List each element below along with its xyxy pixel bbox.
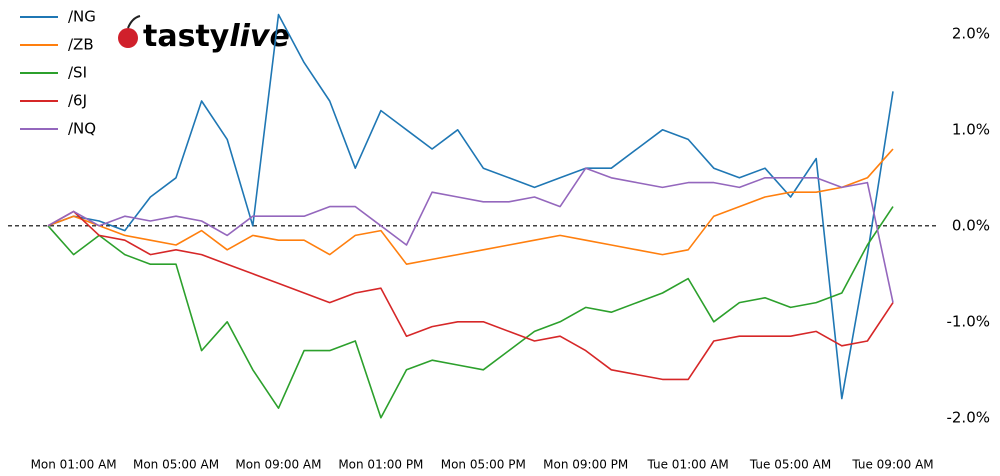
y-tick-label: -1.0% <box>946 312 990 330</box>
x-tick-label: Mon 05:00 PM <box>441 458 526 472</box>
series-line <box>47 210 894 381</box>
y-tick-label: 0.0% <box>952 216 990 234</box>
x-tick-label: Mon 09:00 PM <box>543 458 628 472</box>
logo-stem <box>127 15 141 29</box>
legend-label: /SI <box>68 64 87 82</box>
y-tick-label: 1.0% <box>952 120 990 138</box>
legend-label: /NG <box>68 8 96 26</box>
series-line <box>47 148 894 265</box>
x-tick-label: Tue 05:00 AM <box>749 458 831 472</box>
legend-label: /ZB <box>68 36 94 54</box>
series-line <box>47 206 894 419</box>
x-tick-label: Mon 05:00 AM <box>133 458 219 472</box>
series-line <box>47 167 894 303</box>
x-tick-label: Mon 01:00 PM <box>338 458 423 472</box>
y-tick-label: 2.0% <box>952 24 990 42</box>
x-tick-label: Tue 09:00 AM <box>851 458 933 472</box>
legend-label: /NQ <box>68 120 96 138</box>
series-line <box>47 13 894 400</box>
legend-label: /6J <box>68 92 87 110</box>
logo-cherry <box>118 28 138 48</box>
logo-second: live <box>229 19 289 54</box>
x-tick-label: Mon 01:00 AM <box>31 458 117 472</box>
x-tick-label: Tue 01:00 AM <box>647 458 729 472</box>
x-tick-label: Mon 09:00 AM <box>235 458 321 472</box>
y-tick-label: -2.0% <box>946 408 990 426</box>
logo-first: tasty <box>143 19 230 54</box>
logo-text: tastylive <box>143 19 290 54</box>
logo: tastylive <box>118 15 290 54</box>
